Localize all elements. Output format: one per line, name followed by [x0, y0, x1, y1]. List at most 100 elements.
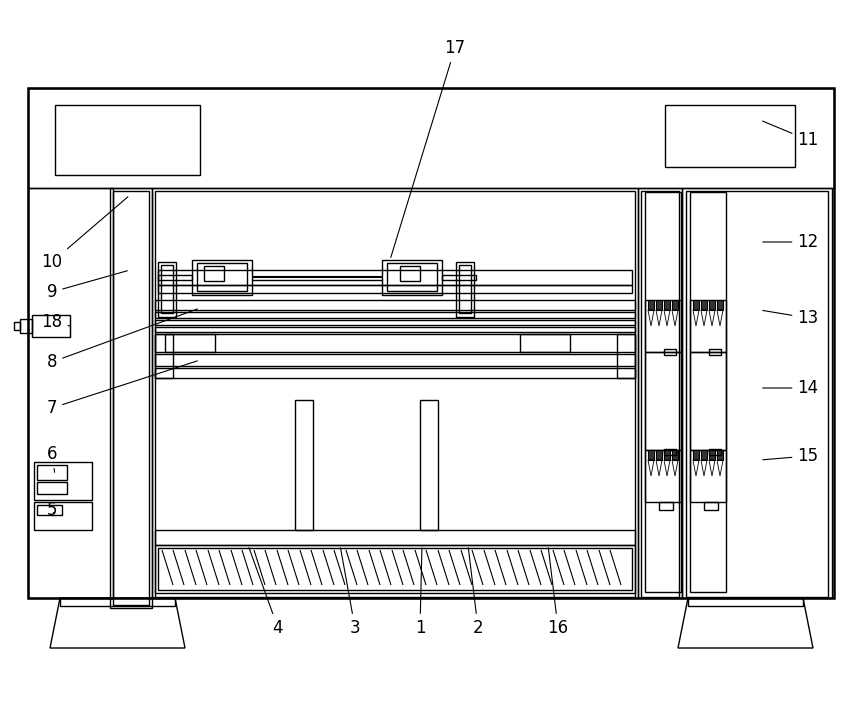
Bar: [20, 319, 32, 333]
Text: 4: 4: [249, 548, 283, 637]
Bar: [709, 449, 720, 455]
Bar: [641, 191, 678, 597]
Bar: [692, 450, 698, 460]
Bar: [703, 502, 717, 510]
Bar: [37, 465, 67, 480]
Bar: [616, 334, 635, 378]
Bar: [192, 260, 251, 295]
Bar: [687, 598, 802, 606]
Bar: [700, 300, 706, 310]
Bar: [34, 462, 92, 500]
Bar: [197, 263, 247, 291]
Bar: [644, 450, 680, 502]
Bar: [709, 300, 714, 310]
Bar: [647, 450, 653, 460]
Bar: [381, 260, 442, 295]
Bar: [158, 548, 631, 590]
Bar: [158, 262, 176, 317]
Bar: [647, 300, 653, 310]
Bar: [663, 449, 675, 455]
Text: 7: 7: [46, 361, 197, 417]
Text: 17: 17: [390, 39, 465, 257]
Bar: [34, 502, 92, 530]
Bar: [689, 300, 725, 352]
Bar: [716, 300, 722, 310]
Bar: [164, 334, 214, 352]
Text: 18: 18: [41, 313, 70, 331]
Bar: [681, 188, 831, 598]
Text: 15: 15: [762, 447, 818, 465]
Bar: [692, 300, 698, 310]
Bar: [644, 300, 680, 352]
Bar: [155, 368, 635, 378]
Bar: [709, 450, 714, 460]
Bar: [155, 334, 635, 352]
Bar: [158, 275, 192, 280]
Text: 8: 8: [46, 309, 197, 371]
Bar: [419, 400, 437, 530]
Text: 1: 1: [414, 548, 424, 637]
Bar: [152, 188, 637, 598]
Bar: [663, 450, 669, 460]
Bar: [663, 349, 675, 355]
Bar: [204, 266, 224, 281]
Bar: [158, 285, 631, 293]
Bar: [655, 300, 661, 310]
Bar: [28, 88, 833, 188]
Bar: [716, 450, 722, 460]
Bar: [689, 352, 725, 450]
Bar: [155, 334, 173, 378]
Bar: [519, 334, 569, 352]
Bar: [672, 450, 678, 460]
Bar: [458, 265, 470, 313]
Bar: [37, 482, 67, 494]
Bar: [689, 450, 725, 502]
Bar: [400, 266, 419, 281]
Text: 14: 14: [762, 379, 818, 397]
Bar: [113, 191, 149, 605]
Bar: [644, 352, 680, 450]
Bar: [442, 275, 475, 280]
Bar: [637, 188, 681, 598]
Text: 12: 12: [762, 233, 818, 251]
Bar: [155, 327, 635, 332]
Bar: [155, 191, 635, 597]
Text: 13: 13: [762, 309, 818, 327]
Bar: [664, 105, 794, 167]
Bar: [155, 354, 635, 366]
Bar: [55, 105, 200, 175]
Text: 9: 9: [46, 271, 127, 301]
Bar: [655, 450, 661, 460]
Bar: [689, 192, 725, 592]
Bar: [672, 300, 678, 310]
Bar: [155, 312, 635, 318]
Bar: [155, 530, 635, 545]
Bar: [155, 300, 635, 310]
Bar: [37, 505, 62, 515]
Text: 6: 6: [46, 445, 57, 472]
Bar: [14, 322, 20, 330]
Bar: [155, 320, 635, 325]
Bar: [455, 262, 474, 317]
Bar: [28, 188, 113, 598]
Bar: [659, 502, 672, 510]
Bar: [155, 545, 635, 593]
Bar: [158, 270, 631, 285]
Bar: [663, 300, 669, 310]
Bar: [685, 191, 827, 597]
Text: 3: 3: [340, 548, 360, 637]
Bar: [700, 450, 706, 460]
Bar: [709, 349, 720, 355]
Text: 10: 10: [41, 197, 127, 271]
Bar: [60, 598, 175, 606]
Bar: [387, 263, 437, 291]
Bar: [32, 315, 70, 337]
Text: 11: 11: [762, 121, 818, 149]
Text: 5: 5: [46, 501, 57, 519]
Bar: [28, 88, 833, 598]
Bar: [110, 188, 152, 608]
Bar: [294, 400, 313, 530]
Text: 16: 16: [547, 548, 568, 637]
Bar: [161, 265, 173, 313]
Bar: [644, 192, 680, 592]
